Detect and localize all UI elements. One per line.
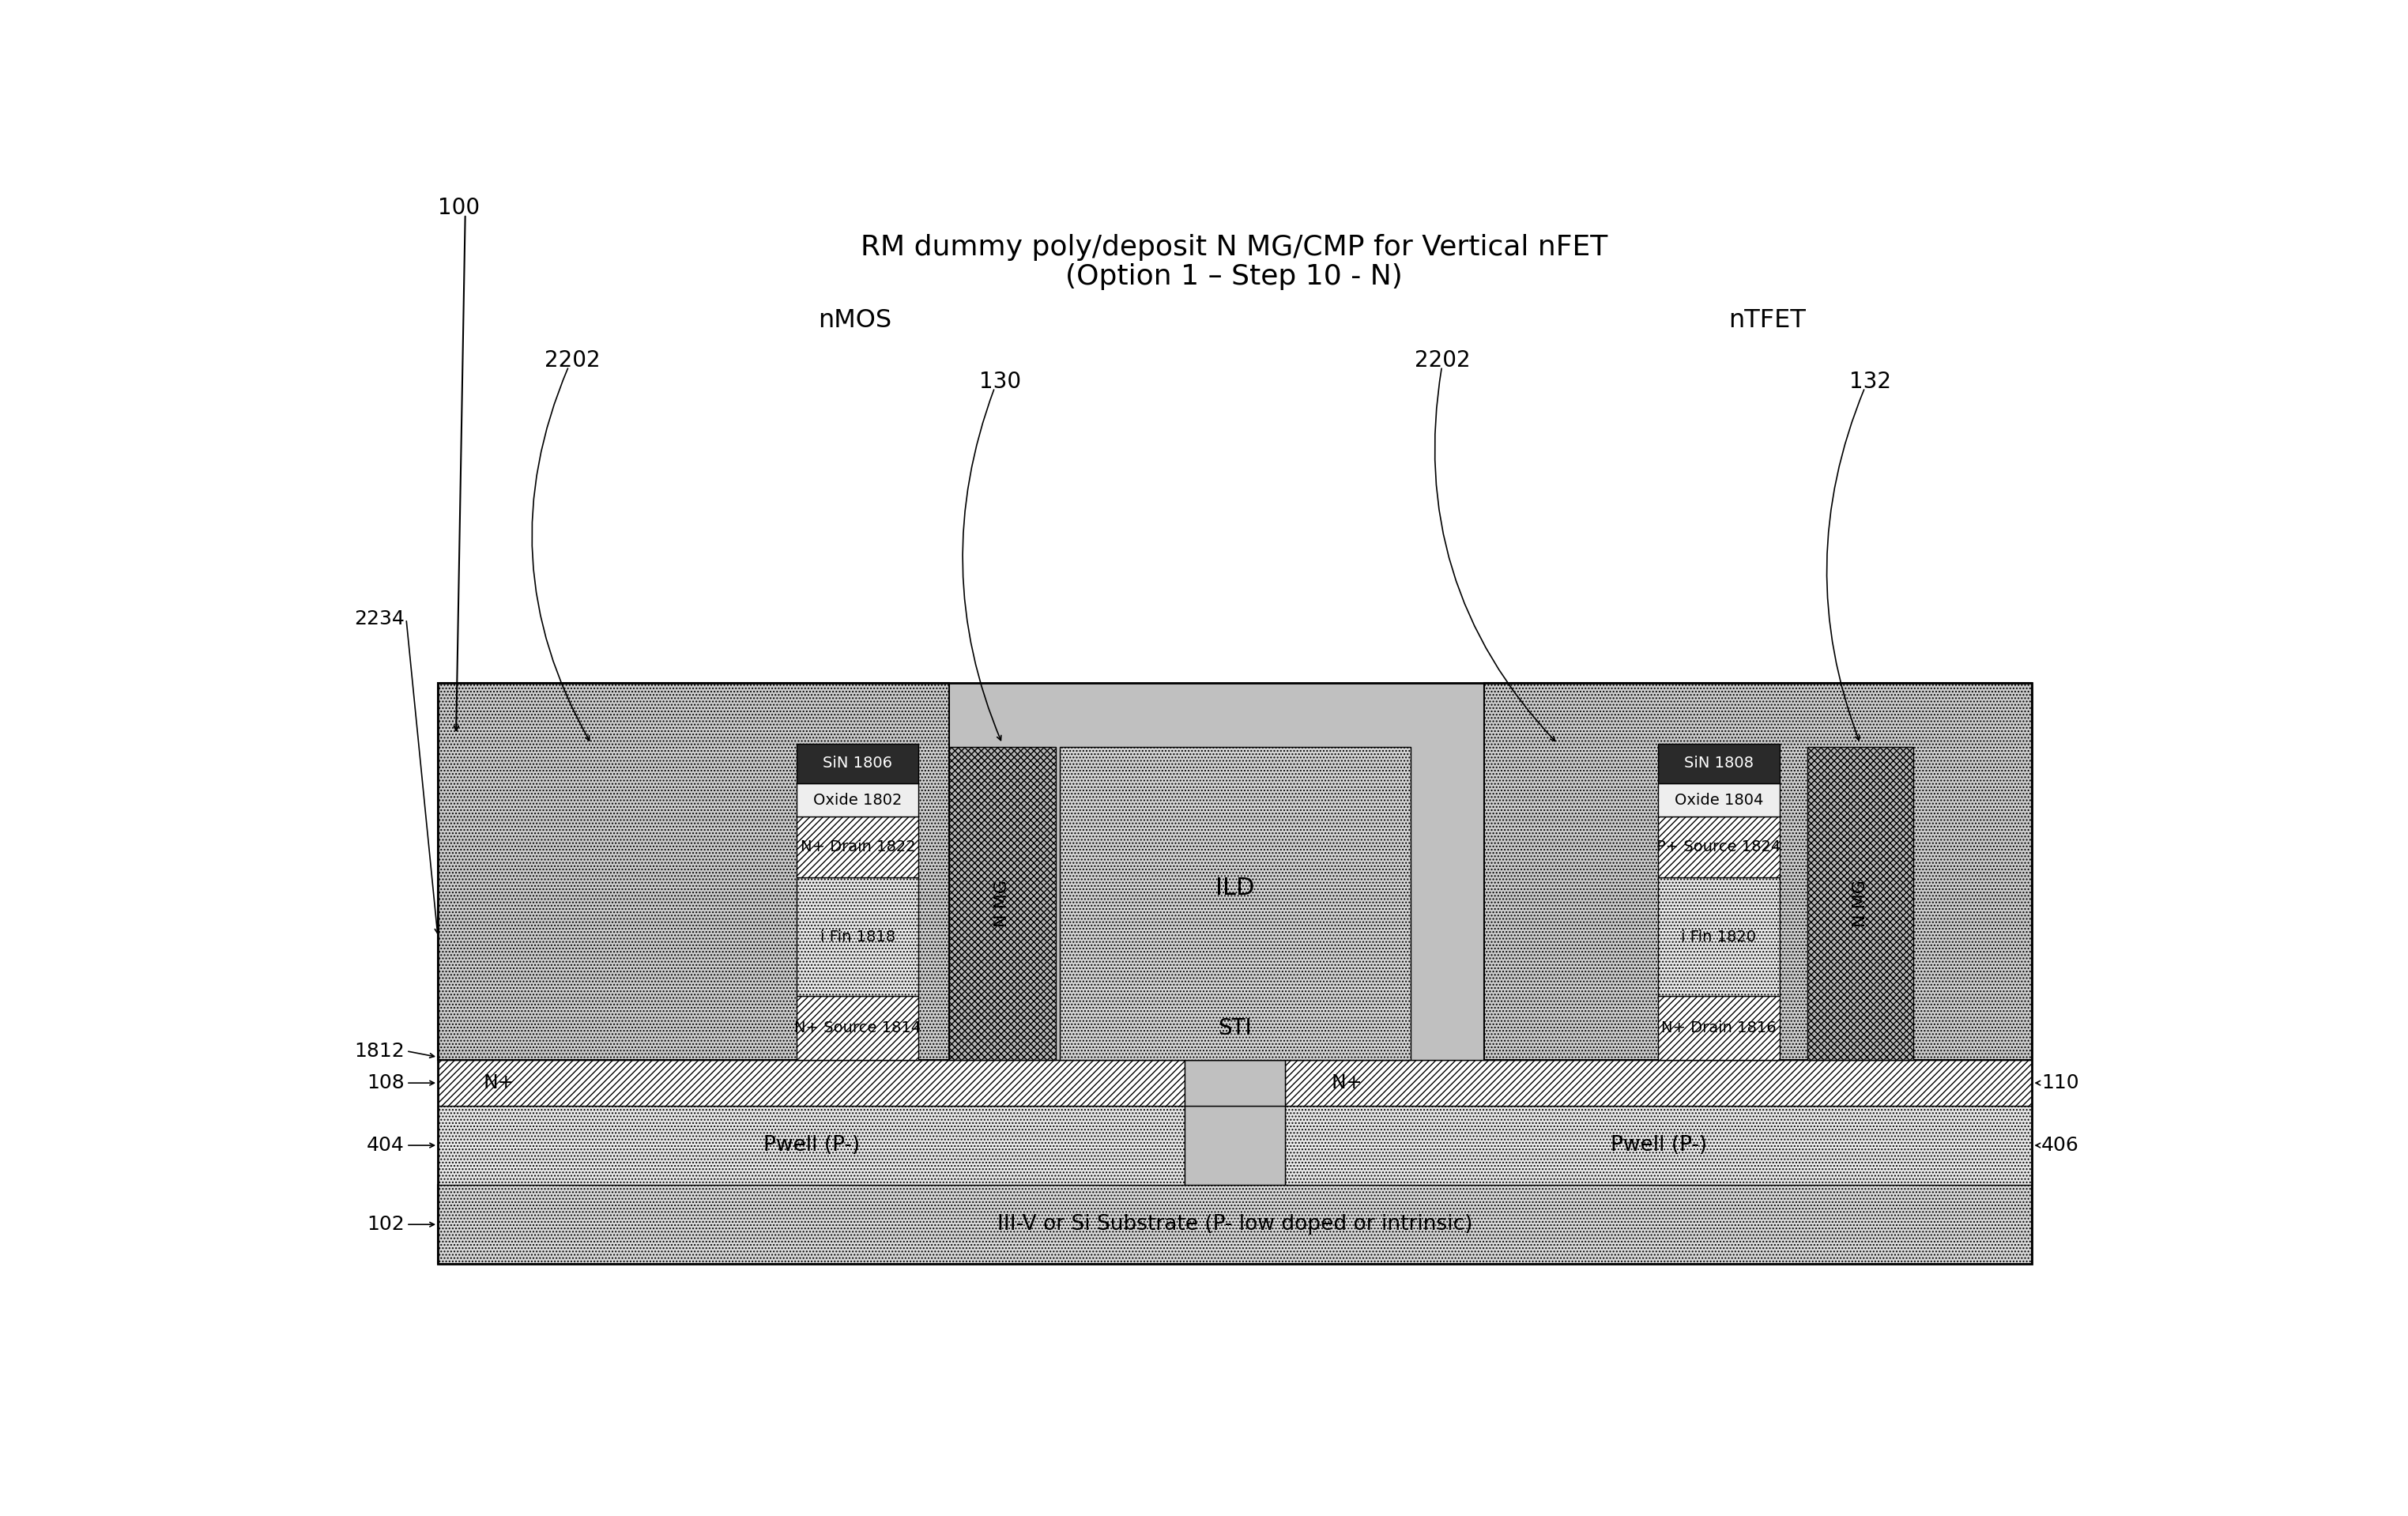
Bar [797, 817, 917, 878]
Bar [797, 996, 917, 1060]
Text: P+ Source 1824: P+ Source 1824 [1657, 840, 1782, 855]
Text: i Fin 1820: i Fin 1820 [1681, 929, 1755, 944]
Text: 1812: 1812 [354, 1041, 405, 1061]
Text: III-V or Si Substrate (P- low doped or intrinsic): III-V or Si Substrate (P- low doped or i… [997, 1214, 1474, 1234]
Text: nMOS: nMOS [819, 308, 891, 334]
Bar [1659, 996, 1780, 1060]
Text: ILD: ILD [1216, 876, 1255, 899]
Bar [438, 1186, 2032, 1264]
Text: N+ Source 1814: N+ Source 1814 [795, 1020, 920, 1035]
Bar [1483, 682, 2032, 1060]
Bar [1286, 1060, 2032, 1105]
Text: 2202: 2202 [1413, 349, 1471, 371]
Text: N MG: N MG [995, 879, 1011, 928]
Bar [949, 747, 1055, 1060]
Text: i Fin 1818: i Fin 1818 [821, 929, 896, 944]
Text: Pwell (P-): Pwell (P-) [1611, 1135, 1707, 1155]
Text: Oxide 1804: Oxide 1804 [1674, 793, 1763, 808]
Text: 132: 132 [1849, 370, 1893, 393]
Text: SiN 1806: SiN 1806 [824, 756, 893, 772]
Bar [1659, 744, 1780, 784]
Text: (Option 1 – Step 10 - N): (Option 1 – Step 10 - N) [1064, 262, 1404, 290]
Bar [797, 784, 917, 817]
Text: N+: N+ [1332, 1073, 1363, 1093]
Text: 2234: 2234 [354, 609, 405, 629]
Text: N+ Drain 1822: N+ Drain 1822 [799, 840, 915, 855]
Bar [438, 682, 949, 1060]
Bar [1185, 1060, 1286, 1105]
Bar [438, 1060, 1185, 1105]
Text: 130: 130 [980, 370, 1021, 393]
Text: SiN 1808: SiN 1808 [1683, 756, 1753, 772]
Bar [1185, 1105, 1286, 1186]
Text: STI: STI [1218, 1017, 1252, 1040]
Bar [797, 878, 917, 996]
Bar [438, 1105, 1185, 1186]
Bar [1806, 747, 1914, 1060]
Bar [797, 744, 917, 784]
Bar [438, 682, 2032, 1060]
Text: 100: 100 [438, 197, 479, 220]
Text: Pwell (P-): Pwell (P-) [763, 1135, 860, 1155]
Text: RM dummy poly/deposit N MG/CMP for Vertical nFET: RM dummy poly/deposit N MG/CMP for Verti… [860, 233, 1609, 261]
Text: 110: 110 [2042, 1073, 2078, 1093]
Text: N+: N+ [484, 1073, 515, 1093]
Text: Oxide 1802: Oxide 1802 [814, 793, 903, 808]
Bar [1659, 878, 1780, 996]
Text: 108: 108 [366, 1073, 405, 1093]
Text: 404: 404 [366, 1135, 405, 1155]
Text: N MG: N MG [1852, 879, 1869, 928]
Text: 406: 406 [2042, 1135, 2078, 1155]
Bar [1659, 784, 1780, 817]
Bar [1060, 747, 1411, 1060]
Bar [1659, 817, 1780, 878]
Text: 2202: 2202 [544, 349, 600, 371]
Bar [1286, 1105, 2032, 1186]
Bar [438, 682, 2032, 1264]
Text: 102: 102 [366, 1214, 405, 1234]
Text: N+ Drain 1816: N+ Drain 1816 [1662, 1020, 1777, 1035]
Text: nTFET: nTFET [1729, 308, 1806, 334]
